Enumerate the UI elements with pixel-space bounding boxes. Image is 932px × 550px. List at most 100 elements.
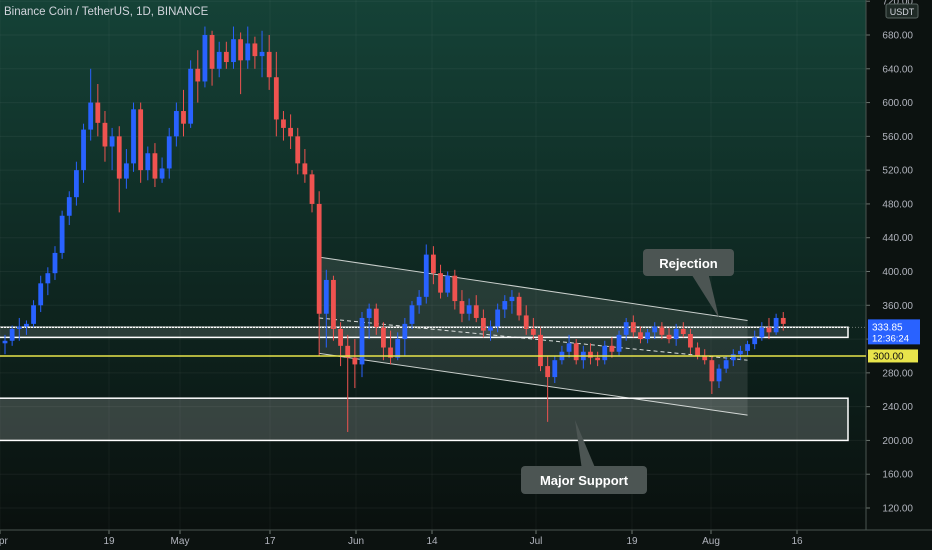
candle-body xyxy=(659,326,665,335)
candle-body xyxy=(131,109,136,164)
candle-body xyxy=(452,275,458,302)
candle-body xyxy=(281,119,286,128)
rejection-callout-pointer xyxy=(690,272,719,318)
candle-body xyxy=(24,323,29,327)
price-tick-label: 680.00 xyxy=(882,31,913,42)
channel-midline xyxy=(319,317,748,361)
candle-body xyxy=(766,327,772,333)
currency-badge-box xyxy=(885,3,919,19)
candle-body xyxy=(480,317,486,331)
rejection-callout: Rejection xyxy=(643,249,734,318)
currency-badge[interactable]: USDT xyxy=(885,3,919,19)
candle-body xyxy=(431,254,436,274)
candle-body xyxy=(316,203,322,314)
price-tick-label: 560.00 xyxy=(882,132,913,143)
candle-body xyxy=(123,163,129,179)
candle-body xyxy=(388,347,393,358)
candle-body xyxy=(38,283,44,306)
candle-body xyxy=(473,305,479,318)
candle-body xyxy=(74,170,79,198)
time-tick-label: 19 xyxy=(626,536,638,547)
rejection-label: Rejection xyxy=(659,256,718,271)
candle-body xyxy=(752,337,758,345)
time-tick-label: Apr xyxy=(0,536,8,547)
major-support-zone xyxy=(0,397,849,442)
candle-body xyxy=(502,301,508,310)
candle-body xyxy=(723,360,729,369)
candle-body xyxy=(673,328,679,340)
price-tick-label: 120.00 xyxy=(882,504,913,515)
candle-body xyxy=(116,136,122,179)
candle-body xyxy=(545,366,551,378)
level-tag: 300.00 xyxy=(868,349,918,363)
support-resistance-zones xyxy=(0,326,849,442)
current-price-value: 333.85 xyxy=(872,322,903,333)
candle-body xyxy=(81,129,86,171)
candle-body xyxy=(173,111,179,137)
channel-upper-line xyxy=(319,256,748,321)
candle-body xyxy=(245,43,251,61)
price-tick-label: 480.00 xyxy=(882,199,913,210)
candle-body xyxy=(345,345,351,358)
candle-body xyxy=(738,350,743,355)
candle-body xyxy=(338,328,343,346)
price-tick-label: 360.00 xyxy=(882,301,913,312)
candle-body xyxy=(88,102,94,130)
candlestick-series xyxy=(2,26,786,432)
candle-body xyxy=(616,334,622,352)
candle-body xyxy=(595,357,601,361)
candle-body xyxy=(259,51,265,57)
candle-body xyxy=(359,317,365,365)
candle-body xyxy=(538,334,543,367)
candle-body xyxy=(609,345,615,352)
candle-body xyxy=(16,326,22,329)
candle-body xyxy=(381,327,386,348)
candle-body xyxy=(530,328,536,335)
candle-body xyxy=(445,275,451,293)
candle-body xyxy=(231,39,236,63)
candle-body xyxy=(623,322,629,335)
candle-body xyxy=(138,109,144,171)
currency-label: USDT xyxy=(890,7,915,17)
time-tick-label: 14 xyxy=(426,536,438,547)
support-callout-pointer xyxy=(575,420,596,470)
time-tick-label: 17 xyxy=(264,536,276,547)
candle-body xyxy=(423,254,429,297)
support-callout: Major Support xyxy=(521,420,647,494)
candle-body xyxy=(2,340,8,344)
candle-body xyxy=(509,296,515,302)
candle-body xyxy=(573,343,579,361)
candle-body xyxy=(695,347,700,356)
candle-body xyxy=(680,328,686,335)
time-tick-label: 16 xyxy=(791,536,803,547)
candle-body xyxy=(252,43,258,57)
candle-body xyxy=(666,334,672,340)
price-axis-background xyxy=(866,0,932,530)
price-tick-label: 600.00 xyxy=(882,98,913,109)
chart-title: Binance Coin / TetherUS, 1D, BINANCE xyxy=(4,6,209,18)
price-tick-label: 400.00 xyxy=(882,267,913,278)
candle-body xyxy=(216,51,222,69)
current-price-box xyxy=(868,319,920,345)
price-tick-label: 160.00 xyxy=(882,470,913,481)
candle-body xyxy=(373,308,379,328)
candle-body xyxy=(202,35,208,82)
candle-body xyxy=(159,168,165,179)
candle-body xyxy=(152,153,158,179)
price-tick-label: 440.00 xyxy=(882,233,913,244)
candle-body xyxy=(416,296,422,306)
time-tick-label: Jun xyxy=(348,536,364,547)
candle-body xyxy=(488,326,493,331)
candle-body xyxy=(645,332,650,340)
candle-body xyxy=(52,252,58,274)
candle-body xyxy=(59,215,65,253)
candle-body xyxy=(588,351,593,358)
candle-body xyxy=(459,301,465,314)
candle-body xyxy=(438,273,443,293)
price-tick-label: 280.00 xyxy=(882,368,913,379)
support-callout-box xyxy=(521,466,647,494)
candle-body xyxy=(602,345,608,361)
candle-body xyxy=(745,344,750,351)
candle-body xyxy=(366,308,372,318)
